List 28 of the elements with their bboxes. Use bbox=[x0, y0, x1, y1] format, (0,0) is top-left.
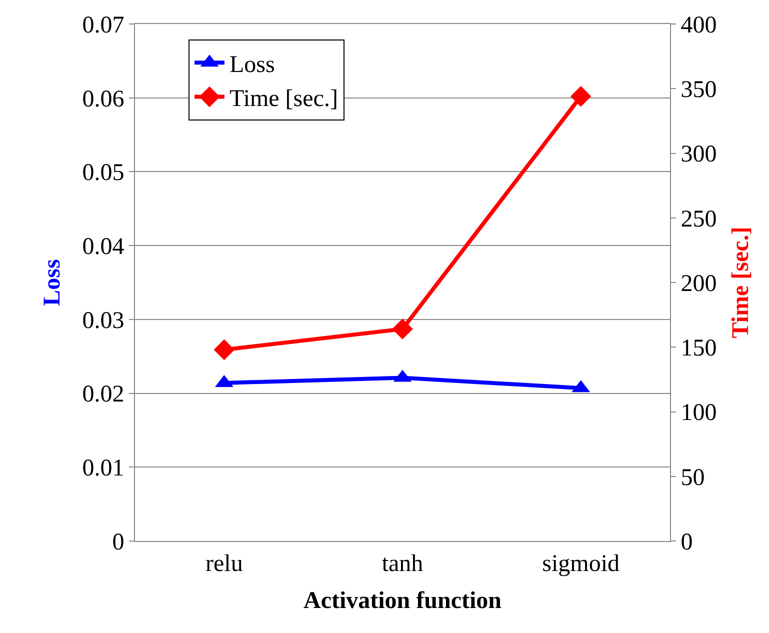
y2-tick-label: 250 bbox=[680, 206, 717, 232]
y-tick-label: 0.05 bbox=[82, 160, 124, 186]
y2-axis-title: Time [sec.] bbox=[728, 226, 754, 338]
y2-tick-label: 0 bbox=[680, 529, 693, 556]
y-axis-title: Loss bbox=[39, 259, 66, 306]
y-tick-label: 0.03 bbox=[82, 308, 124, 334]
y2-tick-label: 400 bbox=[680, 12, 717, 38]
x-tick-label: sigmoid bbox=[542, 550, 620, 577]
y-tick-label: 0.01 bbox=[82, 456, 124, 482]
x-tick-label: relu bbox=[206, 550, 243, 577]
y2-tick-label: 300 bbox=[680, 142, 717, 168]
y2-tick-label: 350 bbox=[680, 77, 717, 104]
point bbox=[392, 318, 413, 340]
point bbox=[570, 86, 592, 107]
y2-tick-label: 100 bbox=[680, 400, 717, 426]
y2-tick-label: 150 bbox=[680, 336, 717, 362]
y-tick-label: 0 bbox=[112, 529, 124, 556]
x-axis-title: Activation function bbox=[304, 588, 502, 614]
y2-tick-label: 50 bbox=[680, 464, 705, 491]
x-tick-label: tanh bbox=[382, 550, 424, 577]
y-tick-label: 0.02 bbox=[82, 382, 124, 408]
legend-label: Loss bbox=[230, 52, 275, 78]
y-tick-label: 0.04 bbox=[82, 234, 124, 260]
legend-label: Time [sec.] bbox=[230, 86, 338, 112]
y-tick-label: 0.06 bbox=[82, 86, 124, 112]
y-tick-label: 0.07 bbox=[82, 12, 124, 38]
y2-tick-label: 200 bbox=[680, 270, 717, 297]
point bbox=[214, 339, 235, 360]
